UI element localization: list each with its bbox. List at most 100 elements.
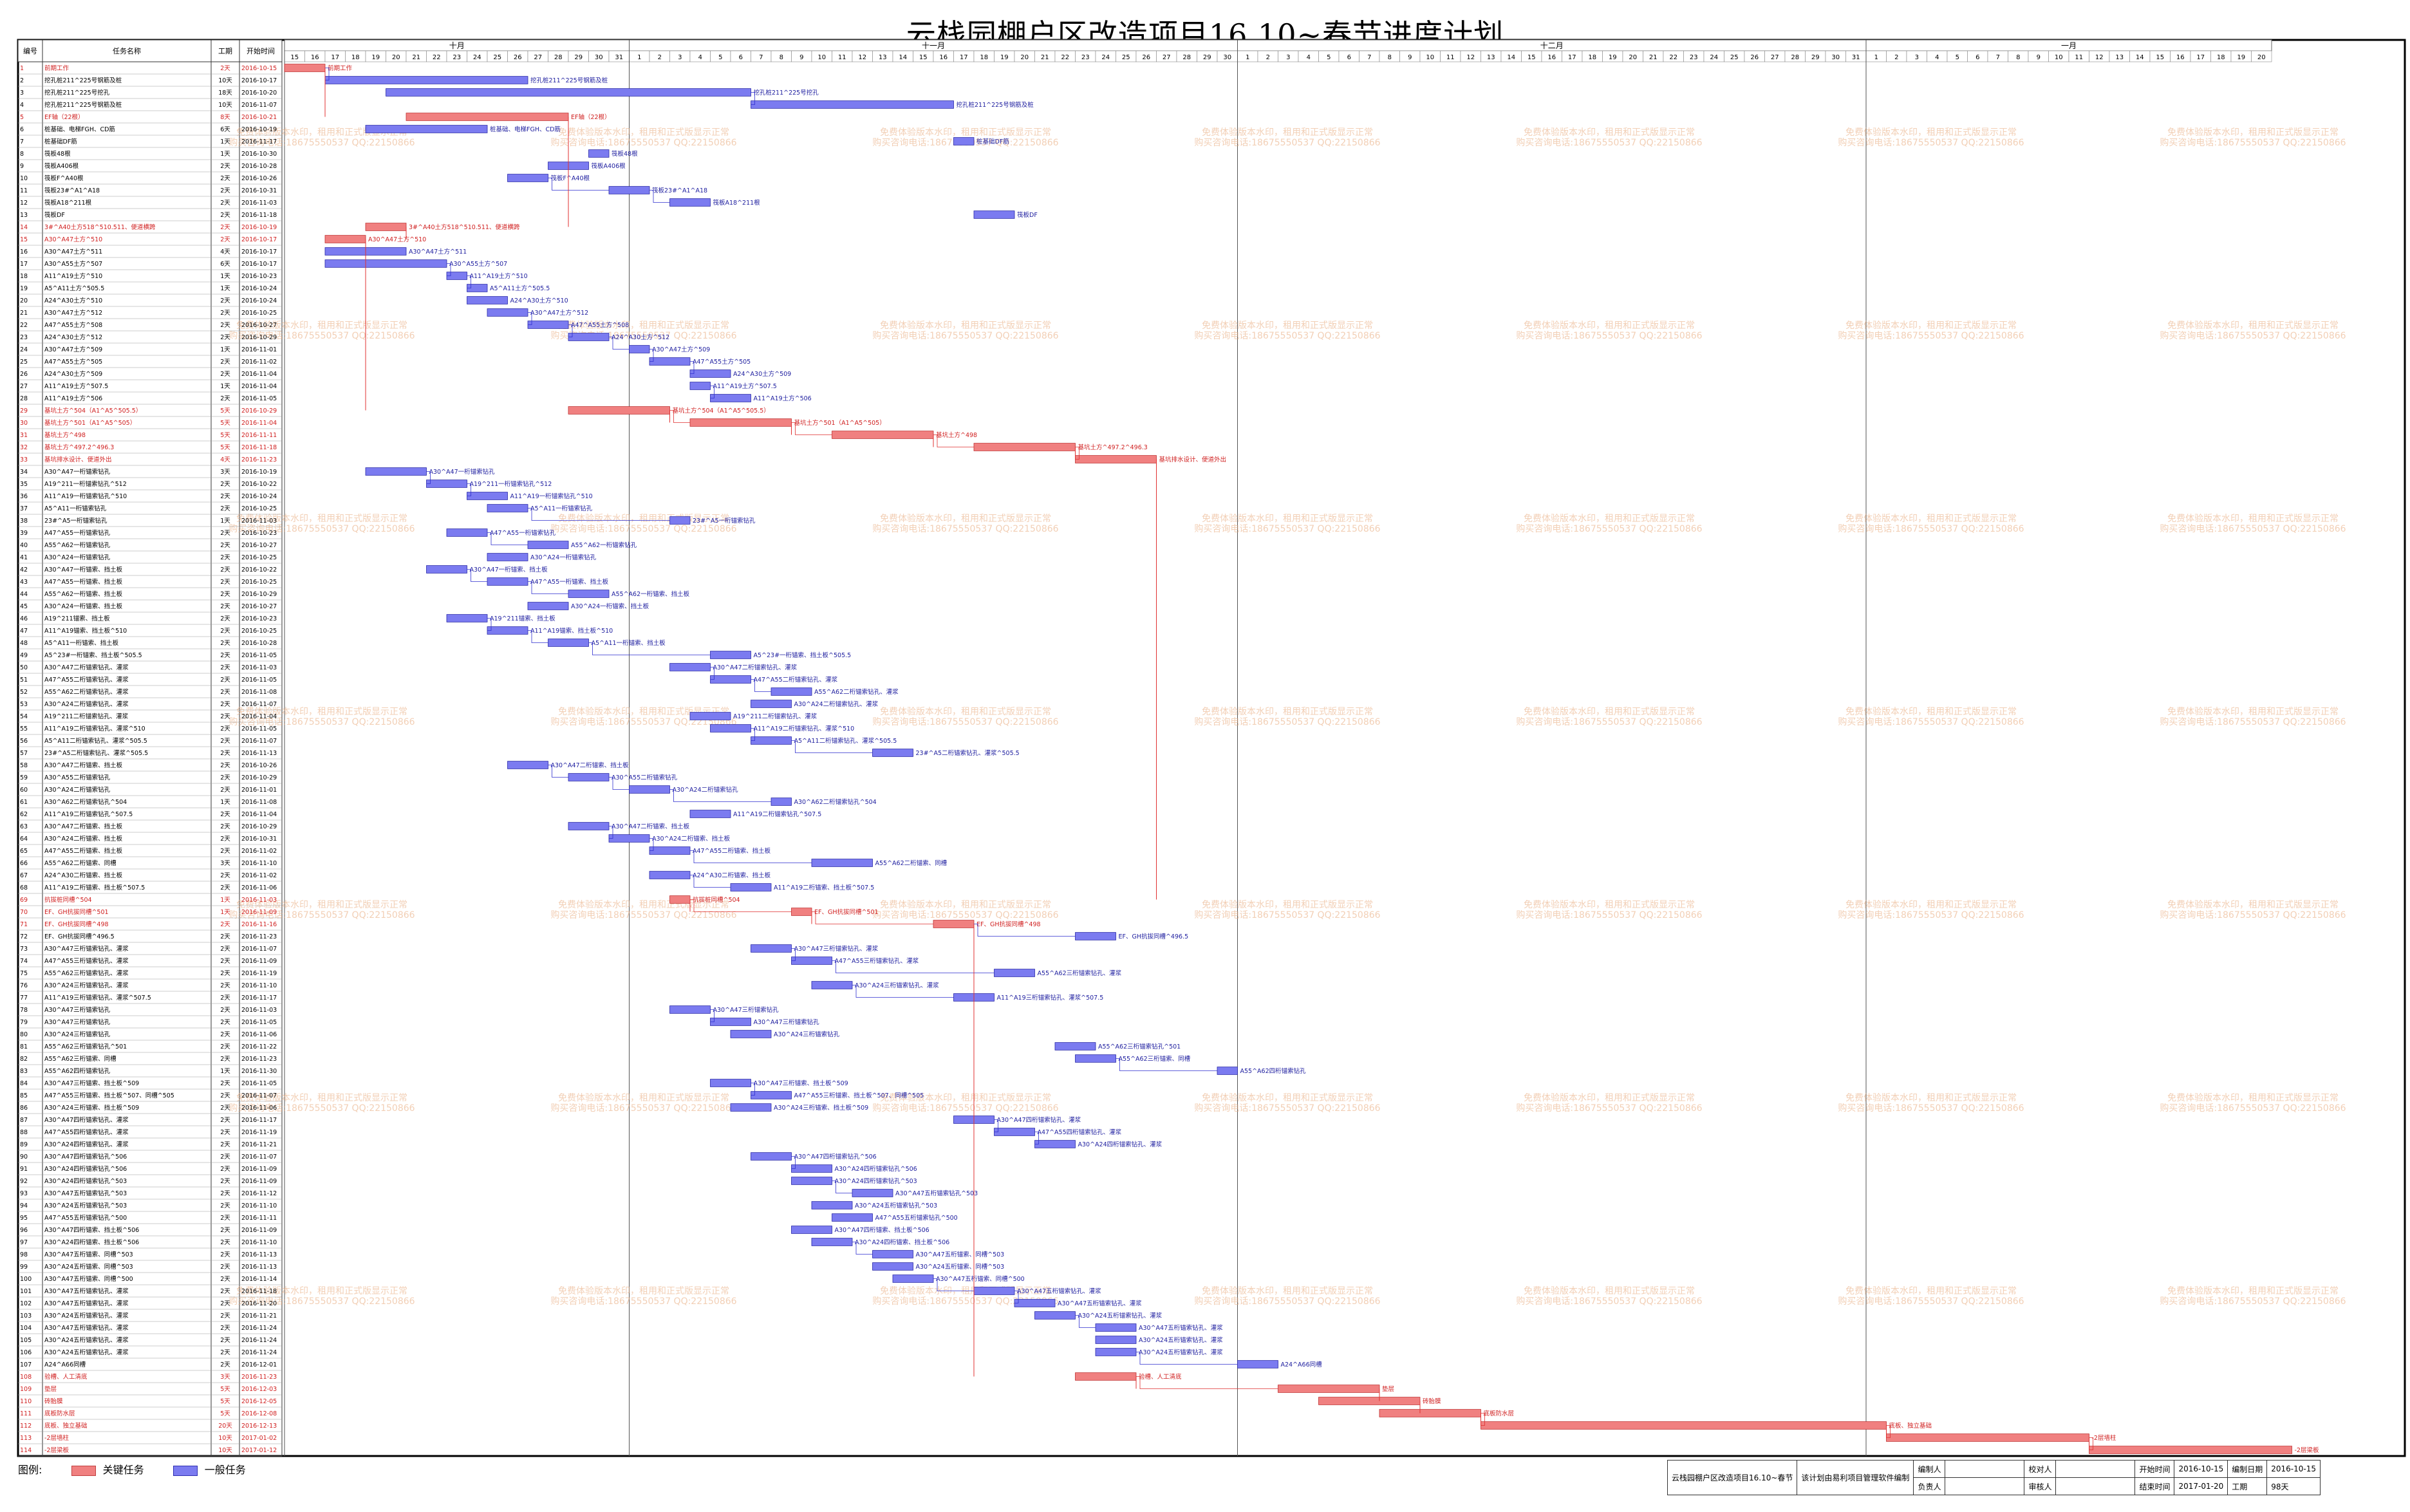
day-label: 10 (817, 54, 826, 61)
watermark-line-1: 免费体验版本水印，租用和正式版显示正常 (880, 514, 1051, 524)
watermark-line-1: 免费体验版本水印，租用和正式版显示正常 (1202, 1286, 1373, 1296)
task-name: A47^A55土方^508 (44, 321, 102, 329)
task-bar (710, 724, 751, 733)
critical-bar (689, 418, 792, 427)
bar-label: A30^A47四桁锚索钻孔^506 (794, 1153, 877, 1161)
dependency-link (467, 569, 487, 582)
task-start: 2016-11-03 (241, 518, 277, 525)
task-bar (751, 736, 792, 745)
task-bar (588, 149, 610, 158)
bar-label: A30^A47五桁锚索钻孔、灌浆 (1139, 1324, 1223, 1332)
bar-label: 挖孔桩211^225号钢筋及桩 (530, 77, 608, 84)
watermark-line-2: 购买咨询电话:18675550537 QQ:22150866 (229, 331, 415, 341)
month-label: 十一月 (922, 41, 945, 50)
task-id: 94 (20, 1202, 28, 1209)
task-id: 19 (20, 285, 28, 292)
watermark-line-2: 购买咨询电话:18675550537 QQ:22150866 (229, 717, 415, 727)
day-label: 4 (1307, 54, 1311, 61)
watermark-line-1: 免费体验版本水印，租用和正式版显示正常 (880, 127, 1051, 138)
task-bar (791, 1164, 832, 1173)
bar-label: 基坑排水设计、便道外出 (1159, 456, 1227, 463)
task-bar (751, 1091, 792, 1099)
task-duration: 2天 (220, 175, 230, 182)
dependency-link (609, 337, 630, 350)
task-name: A30^A24四桁锚索钻孔^506 (44, 1165, 127, 1173)
info-project: 云栈园棚户区改造项目16.10~春节 (1667, 1460, 1798, 1495)
task-duration: 2天 (220, 200, 230, 207)
watermark-line-2: 购买咨询电话:18675550537 QQ:22150866 (2160, 331, 2346, 341)
task-id: 29 (20, 407, 28, 415)
task-id: 38 (20, 518, 28, 525)
dependency-link (751, 679, 771, 692)
day-label: 16 (311, 54, 319, 61)
bar-label: A55^A62二桁锚索、同槽 (875, 859, 948, 867)
task-duration: 2天 (220, 1337, 230, 1344)
bar-label: A30^A24五桁锚索、同槽^503 (916, 1263, 1005, 1271)
task-id: 85 (20, 1092, 28, 1099)
task-name: A30^A24一桁锚索钻孔 (44, 554, 111, 561)
task-bar (973, 210, 1015, 219)
task-duration: 3天 (220, 860, 230, 867)
task-bar (892, 1274, 934, 1283)
task-bar (710, 394, 751, 402)
info-dur-label: 工期 (2227, 1477, 2268, 1495)
task-id: 24 (20, 346, 28, 353)
info-made: 2016-10-15 (2266, 1460, 2321, 1478)
day-label: 3 (678, 54, 682, 61)
bar-label: A30^A47五桁锚索钻孔、灌浆 (1017, 1287, 1101, 1295)
task-id: 80 (20, 1031, 28, 1038)
task-name: A55^A62三桁锚索钻孔、灌浆 (44, 969, 129, 977)
task-name: A11^A19一桁锚索钻孔^510 (44, 492, 127, 500)
day-label: 12 (1466, 54, 1475, 61)
task-bar (751, 944, 792, 953)
dependency-link (447, 263, 451, 276)
task-duration: 2天 (220, 615, 230, 622)
bar-label: 挖孔桩211^225号钢筋及桩 (957, 101, 1034, 109)
day-label: 27 (1163, 54, 1171, 61)
task-id: 14 (20, 224, 28, 231)
task-name: A30^A24二桁锚索钻孔 (44, 786, 111, 794)
day-cell (2251, 50, 2272, 62)
day-label: 14 (2136, 54, 2144, 61)
critical-bar (832, 431, 934, 439)
bar-label: 基坑土方^498 (936, 431, 977, 439)
task-name: -2层墙柱 (44, 1434, 69, 1442)
task-duration: 5天 (220, 420, 230, 427)
task-id: 42 (20, 566, 28, 574)
task-name: A47^A55四桁锚索钻孔、灌浆 (44, 1128, 129, 1136)
task-id: 73 (20, 946, 28, 953)
bar-label: 筏板48根 (612, 150, 638, 158)
task-duration: 2天 (220, 787, 230, 794)
watermark-line-1: 免费体验版本水印，租用和正式版显示正常 (1202, 707, 1373, 717)
task-start: 2016-11-09 (241, 958, 277, 965)
info-owner-label: 负责人 (1913, 1477, 1946, 1495)
task-id: 50 (20, 664, 28, 671)
task-start: 2016-10-29 (241, 407, 277, 415)
task-id: 61 (20, 799, 28, 806)
bar-label: A30^A47三桁锚索钻孔 (713, 1006, 780, 1014)
task-start: 2016-11-07 (241, 1092, 277, 1099)
task-bar (994, 1128, 1035, 1136)
watermark-line-2: 购买咨询电话:18675550537 QQ:22150866 (1194, 331, 1380, 341)
bar-label: A11^A19二桁锚索钻孔、灌浆^510 (754, 725, 855, 733)
task-duration: 3天 (220, 469, 230, 476)
task-bar (1034, 1311, 1076, 1320)
task-start: 2016-11-08 (241, 689, 277, 696)
task-name: 砖胎膜 (44, 1397, 63, 1405)
day-label: 11 (2075, 54, 2083, 61)
day-label: 21 (412, 54, 420, 61)
task-name: 3#^A40土方518^510.511、便道横跨 (44, 223, 156, 231)
task-name: 基坑土方^501（A1^A5^505） (44, 419, 136, 427)
bar-label: A30^A47土方^510 (368, 236, 426, 243)
task-duration: 2天 (220, 982, 230, 989)
info-company: 该计划由易利项目管理软件编制 (1797, 1460, 1914, 1495)
dependency-link (548, 765, 568, 778)
task-name: A5^A11一桁锚索钻孔 (44, 505, 107, 512)
bar-label: A30^A24五桁锚索钻孔、灌浆 (1139, 1349, 1223, 1356)
bar-label: A47^A55土方^508 (571, 321, 629, 329)
task-duration: 2天 (220, 1227, 230, 1234)
dependency-link (751, 92, 755, 105)
task-start: 2016-11-23 (241, 933, 277, 940)
task-duration: 2天 (220, 1288, 230, 1295)
info-editor-label: 编制人 (1913, 1460, 1946, 1478)
